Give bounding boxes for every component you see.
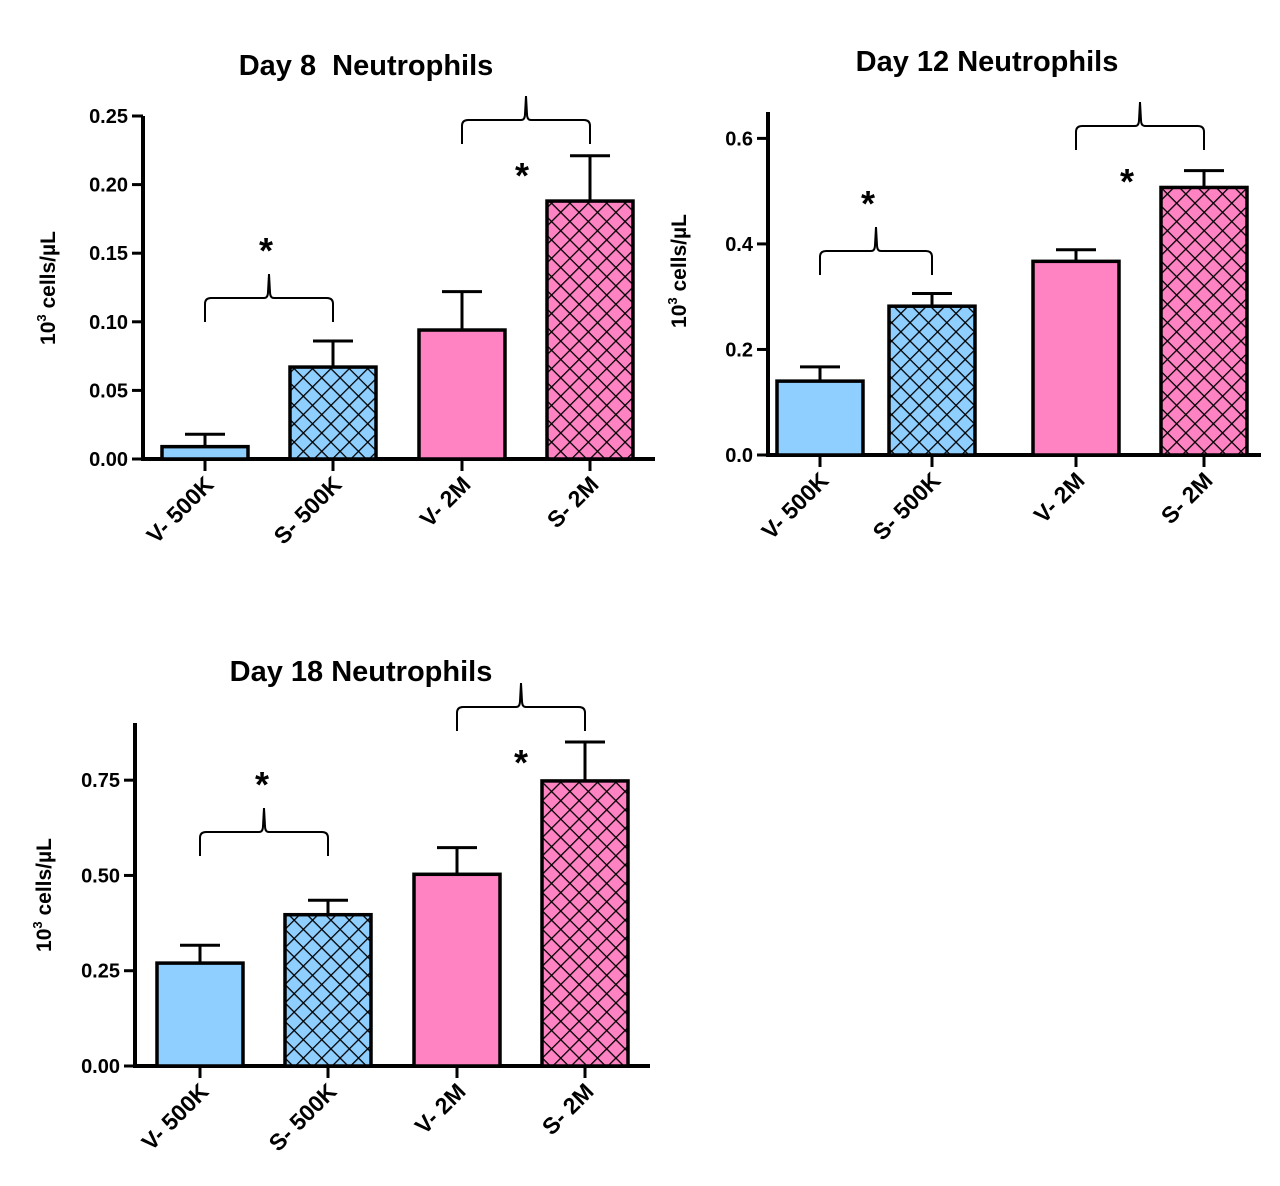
significance-star: * bbox=[259, 230, 273, 271]
x-tick-label: S- 500K bbox=[867, 467, 945, 545]
bar bbox=[1033, 261, 1119, 455]
significance-star: * bbox=[515, 155, 529, 196]
significance-star: * bbox=[255, 764, 269, 805]
y-tick-label: 0.2 bbox=[725, 339, 753, 361]
y-axis-label-base: 10 bbox=[33, 929, 56, 952]
x-tick-label: S- 2M bbox=[1156, 467, 1218, 529]
y-axis-label-unit: cells/µL bbox=[33, 838, 56, 921]
y-axis-label-exponent: 3 bbox=[34, 314, 49, 321]
x-tick-label: S- 500K bbox=[268, 471, 346, 549]
chart-marks: 0.00 0.05 0.10 0.15 0.20 0.25 V- 500K S- 500K V-… bbox=[89, 95, 655, 549]
y-tick-label: 0.75 bbox=[81, 770, 120, 792]
y-tick-label: 0.10 bbox=[89, 312, 128, 334]
chart-title: Day 8 Neutrophils bbox=[239, 50, 494, 82]
y-tick-label: 0.0 bbox=[725, 445, 753, 467]
chart-title: Day 12 Neutrophils bbox=[856, 46, 1119, 78]
y-tick-label: 0.50 bbox=[81, 865, 120, 887]
chart-title: Day 18 Neutrophils bbox=[230, 656, 493, 688]
x-tick-label: V- 2M bbox=[415, 471, 476, 532]
bar bbox=[414, 874, 500, 1066]
y-tick-label: 0.25 bbox=[81, 961, 120, 983]
x-tick-label: V- 2M bbox=[1029, 467, 1090, 528]
x-tick-label: V- 500K bbox=[141, 471, 218, 548]
x-tick-label: V- 500K bbox=[756, 467, 833, 544]
chart-marks: 0.00 0.25 0.50 0.75 V- 500K S- 500K V- 2M S- 2M… bbox=[81, 682, 650, 1156]
significance-bracket bbox=[1075, 101, 1205, 150]
y-tick-label: 0.4 bbox=[725, 234, 754, 256]
y-tick-label: 0.25 bbox=[89, 106, 128, 128]
significance-star: * bbox=[514, 742, 528, 783]
y-axis-label-exponent: 3 bbox=[30, 921, 45, 928]
bar bbox=[162, 446, 248, 459]
significance-bracket bbox=[204, 273, 334, 322]
bar-hatching bbox=[542, 780, 628, 1066]
y-axis-label: 103 cells/µL bbox=[34, 231, 60, 345]
y-axis-label: 103 cells/µL bbox=[665, 214, 691, 328]
y-axis-label-base: 10 bbox=[37, 322, 60, 345]
significance-bracket bbox=[461, 95, 591, 144]
x-tick-label: V- 500K bbox=[136, 1078, 213, 1155]
x-tick-label: S- 2M bbox=[537, 1078, 599, 1140]
significance-bracket bbox=[199, 807, 329, 856]
y-tick-label: 0.05 bbox=[89, 380, 128, 402]
bar bbox=[419, 330, 505, 459]
y-tick-label: 0.15 bbox=[89, 243, 128, 265]
day12-neutrophils-chart: Day 12 Neutrophils 103 cells/µL 0.00.20.… bbox=[665, 46, 1261, 545]
bar-hatching bbox=[1161, 187, 1247, 455]
x-tick-label: V- 2M bbox=[410, 1078, 471, 1139]
x-tick-label: S- 2M bbox=[542, 471, 604, 533]
y-tick-label: 0.6 bbox=[725, 128, 753, 150]
bar bbox=[777, 381, 863, 455]
significance-star: * bbox=[861, 183, 875, 224]
significance-bracket bbox=[819, 226, 933, 275]
bar bbox=[157, 963, 243, 1066]
y-axis-label-unit: cells/µL bbox=[668, 214, 691, 297]
bar-hatching bbox=[889, 306, 975, 455]
y-tick-label: 0.20 bbox=[89, 175, 128, 197]
chart-marks: 0.0 0.2 0.4 0.6 V- 500K S- 500K V- 2M S- 2M * * bbox=[725, 101, 1261, 545]
y-axis-label-exponent: 3 bbox=[665, 297, 680, 304]
significance-bracket bbox=[456, 682, 586, 731]
day8-neutrophils-chart: Day 8 Neutrophils 103 cells/µL 0.000.050… bbox=[34, 50, 655, 549]
y-axis-label: 103 cells/µL bbox=[30, 838, 56, 952]
y-axis-label-base: 10 bbox=[668, 305, 691, 328]
y-tick-label: 0.00 bbox=[89, 449, 128, 471]
day18-neutrophils-chart: Day 18 Neutrophils 103 cells/µL 0.00 0.25… bbox=[30, 656, 650, 1156]
bar-hatching bbox=[547, 201, 633, 459]
y-tick-label: 0.00 bbox=[81, 1056, 120, 1078]
x-tick-label: S- 500K bbox=[263, 1078, 341, 1156]
bar-hatching bbox=[290, 367, 376, 459]
significance-star: * bbox=[1120, 161, 1134, 202]
y-axis-label-unit: cells/µL bbox=[37, 231, 60, 314]
bar-hatching bbox=[285, 914, 371, 1066]
